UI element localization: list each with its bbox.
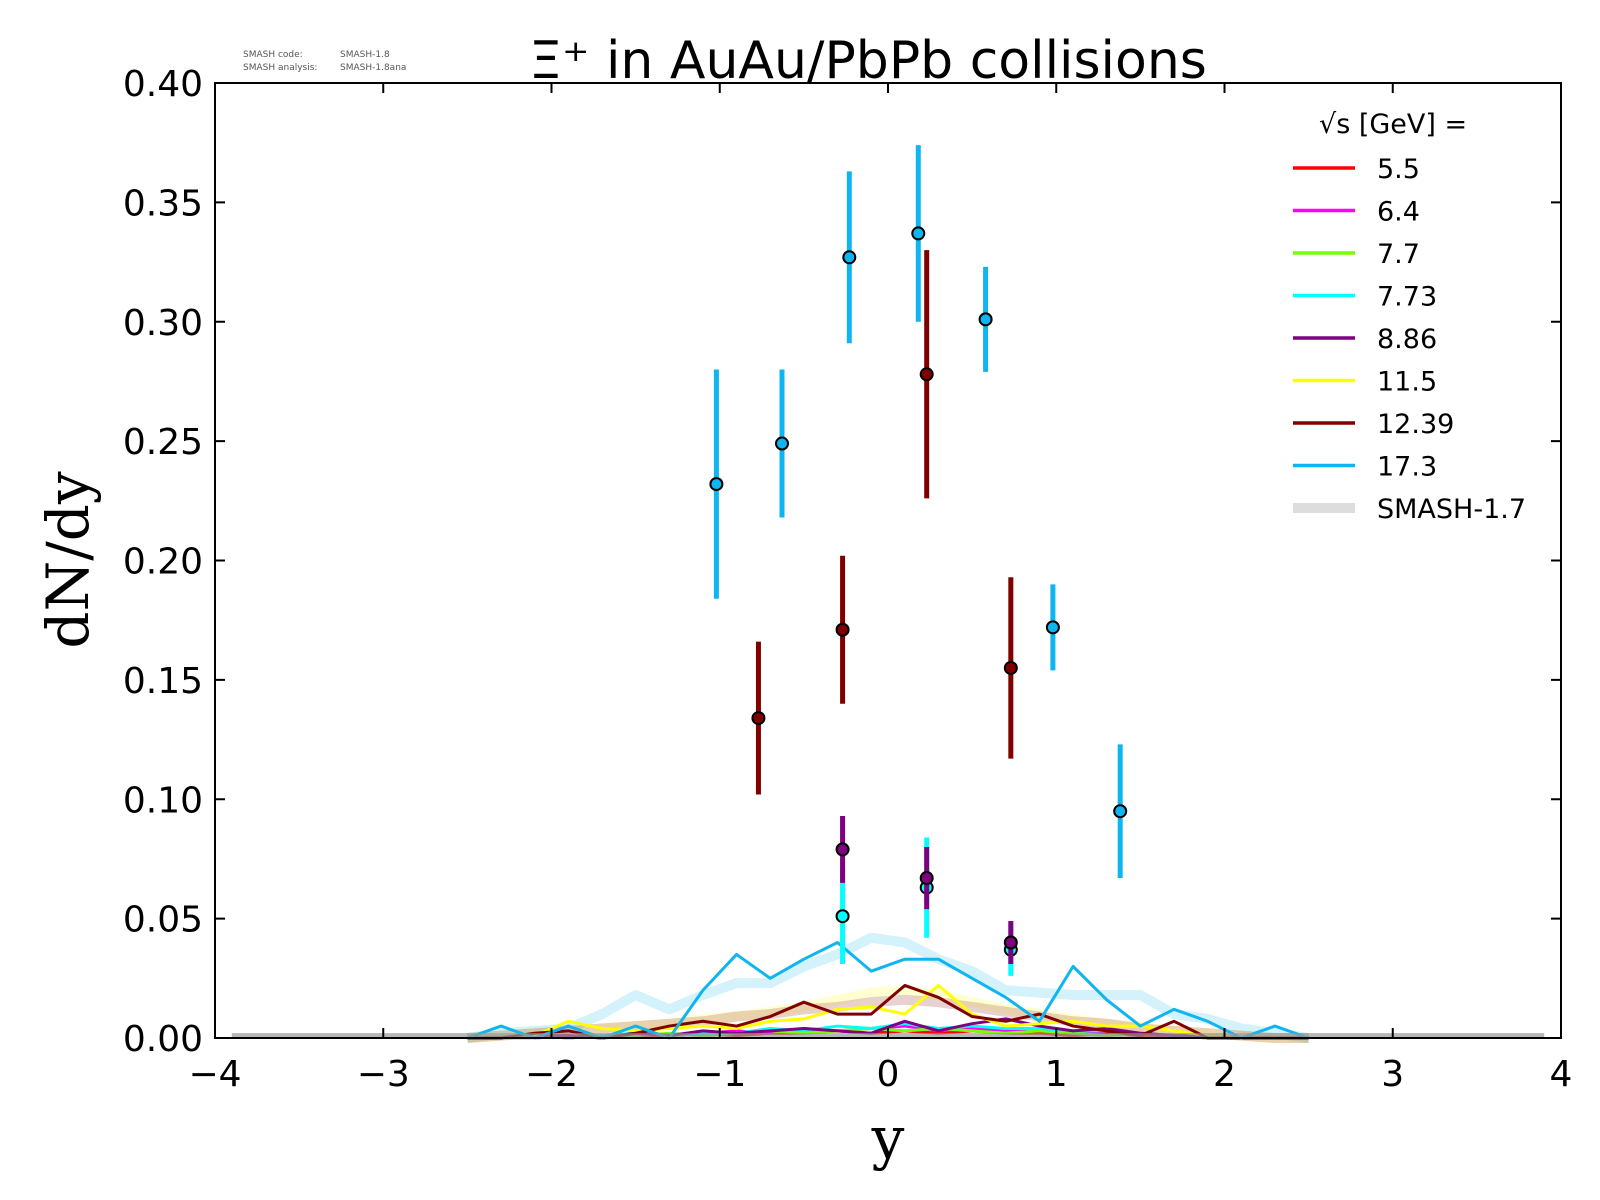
series-line-5 [467, 983, 1309, 1040]
data-point [911, 226, 926, 241]
x-tick-label: −3 [357, 1054, 410, 1095]
data-point [775, 436, 790, 451]
legend-label: 12.39 [1377, 409, 1454, 440]
x-tick-label: −4 [188, 1054, 241, 1095]
data-point [978, 312, 993, 327]
reference-bands [466, 932, 1310, 1043]
data-point [835, 842, 850, 857]
legend-label: 11.5 [1377, 367, 1437, 398]
stamp-analysis-label: SMASH analysis: [243, 63, 317, 73]
x-tick-label: −2 [525, 1054, 578, 1095]
data-point [1003, 935, 1018, 950]
legend-label: 6.4 [1377, 197, 1420, 228]
stamp-code-value: SMASH-1.8 [340, 50, 390, 60]
data-point [1045, 620, 1060, 635]
data-point [751, 711, 766, 726]
legend-label: 7.73 [1377, 282, 1437, 313]
x-axis-label: y [871, 1104, 905, 1172]
data-point [835, 622, 850, 637]
legend-label: 7.7 [1377, 239, 1420, 270]
x-tick-label: 4 [1550, 1054, 1573, 1095]
chart-title: Ξ⁺ in AuAu/PbPb collisions [529, 31, 1207, 91]
y-axis-label: dN/dy [34, 471, 102, 649]
x-tick-label: 3 [1381, 1054, 1404, 1095]
data-point [842, 250, 857, 265]
data-point [1113, 804, 1128, 819]
x-tick-label: −1 [693, 1054, 746, 1095]
data-points [709, 145, 1128, 976]
stamp-analysis-value: SMASH-1.8ana [340, 63, 406, 73]
x-tick-label: 2 [1213, 1054, 1236, 1095]
y-tick-label: 0.00 [123, 1019, 203, 1060]
y-tick-label: 0.20 [123, 542, 203, 583]
x-axis-ticks: −4 −3 −2 −1 0 1 2 3 4 [188, 83, 1572, 1095]
plot-frame [214, 82, 1562, 1039]
y-tick-label: 0.10 [123, 780, 203, 821]
data-point [709, 477, 724, 492]
data-point [919, 871, 934, 886]
data-point [919, 367, 934, 382]
legend-label: 8.86 [1377, 324, 1437, 355]
version-stamp: SMASH code: SMASH-1.8 SMASH analysis: SM… [243, 50, 406, 73]
y-tick-label: 0.35 [123, 183, 203, 224]
y-tick-label: 0.05 [123, 900, 203, 941]
y-tick-label: 0.30 [123, 303, 203, 344]
y-tick-label: 0.15 [123, 661, 203, 702]
legend-label: 17.3 [1377, 452, 1437, 483]
legend-title: √s [GeV] = [1319, 109, 1467, 140]
y-tick-label: 0.25 [123, 422, 203, 463]
y-tick-label: 0.40 [123, 64, 203, 105]
data-point [1003, 660, 1018, 675]
x-tick-label: 0 [877, 1054, 900, 1095]
legend: √s [GeV] = 5.5 6.4 7.7 7.73 8.86 11.5 12.39 17.… [1293, 109, 1526, 525]
y-axis-ticks: 0.00 0.05 0.10 0.15 0.20 0.25 0.30 0.35 0.40 [123, 64, 1561, 1060]
data-point [835, 909, 850, 924]
legend-label: 5.5 [1377, 154, 1420, 185]
x-tick-label: 1 [1045, 1054, 1068, 1095]
legend-label: SMASH-1.7 [1377, 494, 1526, 525]
stamp-code-label: SMASH code: [243, 50, 303, 60]
